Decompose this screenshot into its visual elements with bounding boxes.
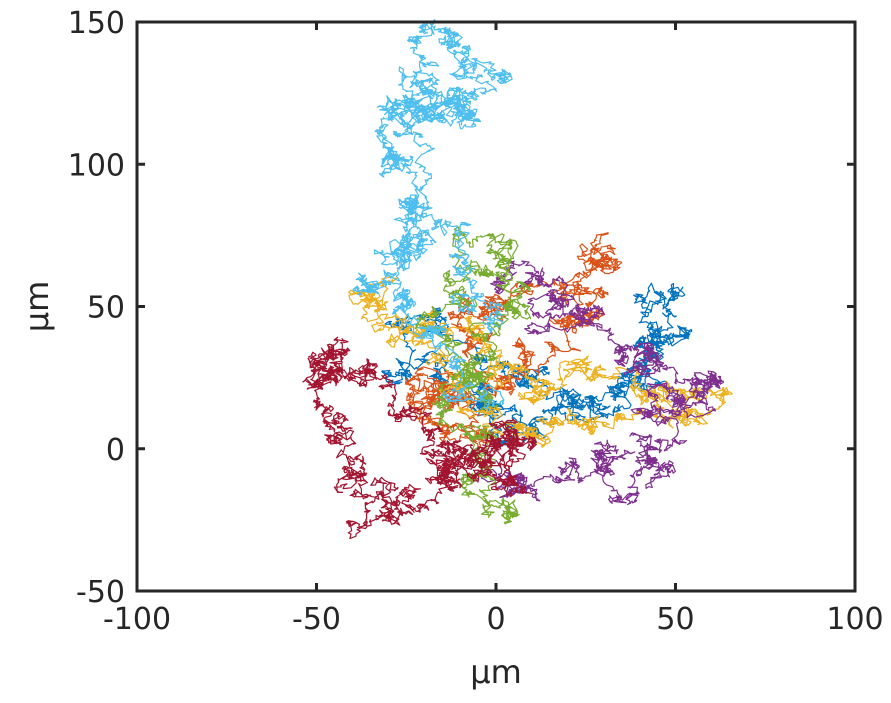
y-tick-label: 150 <box>68 6 125 41</box>
ticks-layer <box>135 20 857 593</box>
x-tick-label: 0 <box>486 602 505 637</box>
y-axis-label: μm <box>18 281 56 333</box>
y-tick-label: 100 <box>68 148 125 183</box>
y-tick-label: -50 <box>76 575 125 610</box>
trajectory-series-6 <box>352 18 513 410</box>
x-tick-label: 50 <box>656 602 694 637</box>
series-layer <box>302 18 733 540</box>
trajectory-series-4 <box>480 260 725 506</box>
x-tick-label: -50 <box>292 602 341 637</box>
y-tick-label: 0 <box>106 433 125 468</box>
x-tick-label: 100 <box>826 602 883 637</box>
x-axis-label: μm <box>470 653 522 691</box>
trajectory-series-7 <box>302 336 538 540</box>
trajectory-series-1 <box>381 282 693 449</box>
x-tick-label: -100 <box>103 602 171 637</box>
y-tick-label: 50 <box>87 291 125 326</box>
